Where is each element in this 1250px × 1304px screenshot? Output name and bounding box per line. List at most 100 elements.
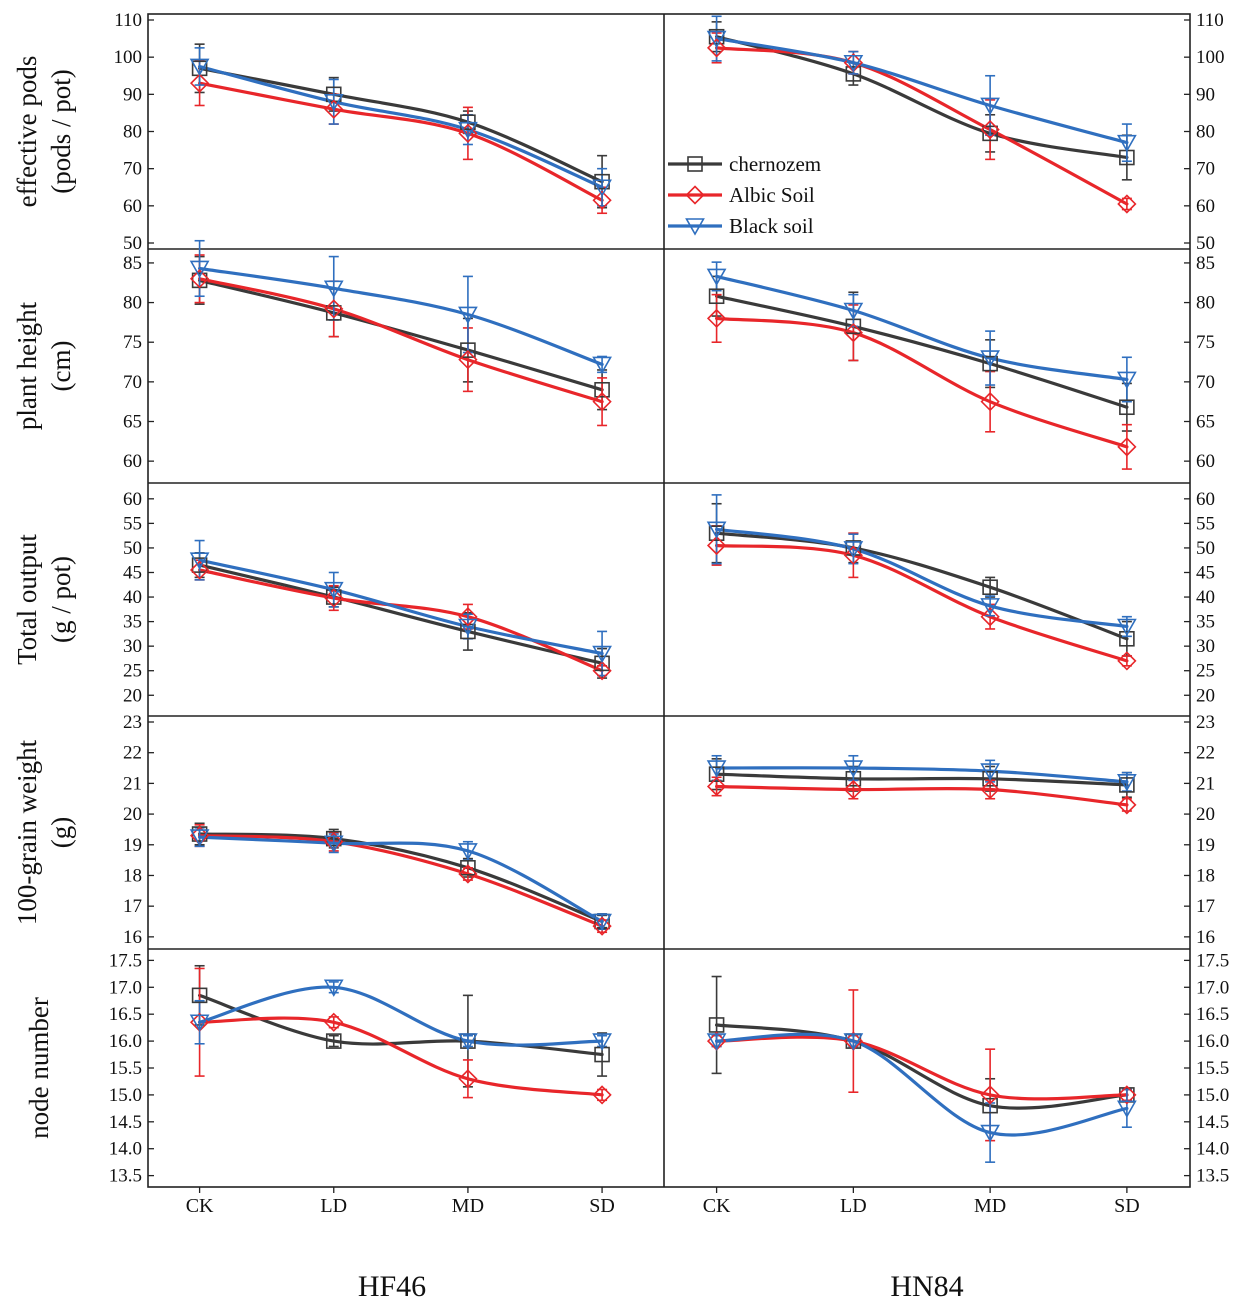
data-point-black-soil: [323, 280, 344, 298]
y-tick-label-left: 17.5: [109, 950, 142, 971]
series-line-albic-soil: [198, 568, 604, 673]
y-tick-label-left: 50: [123, 538, 142, 559]
y-tick-label-left: 13.5: [109, 1166, 142, 1187]
data-point-albic-soil: [843, 779, 863, 800]
data-point-black-soil: [1117, 134, 1137, 153]
y-tick-label-right: 60: [1196, 196, 1215, 217]
y-tick-label-right: 16: [1196, 927, 1215, 948]
row-y-label: (pods / pot): [46, 69, 76, 194]
series-line-chernozem: [715, 772, 1129, 787]
series-line-black-soil: [715, 1032, 1129, 1137]
y-tick-label-left: 60: [123, 489, 142, 510]
data-point-chernozem: [1119, 399, 1135, 416]
x-category-label: CK: [186, 1195, 214, 1217]
y-tick-label-left: 16: [123, 927, 142, 948]
data-point-albic-soil: [980, 779, 1000, 800]
row-y-label: node number: [24, 997, 54, 1139]
y-tick-label-left: 110: [114, 10, 142, 31]
series-line-albic-soil: [198, 81, 604, 202]
y-tick-label-right: 17: [1196, 896, 1215, 917]
data-point-black-soil: [843, 302, 864, 321]
y-tick-label-left: 85: [123, 253, 142, 274]
y-tick-label-left: 60: [123, 451, 142, 472]
y-tick-label-left: 40: [123, 587, 142, 608]
data-point-chernozem: [982, 125, 998, 142]
y-tick-label-right: 70: [1196, 372, 1215, 393]
series-line-albic-soil: [198, 1016, 604, 1097]
data-point-chernozem: [845, 540, 862, 556]
data-point-black-soil: [323, 93, 344, 112]
data-point-albic-soil: [324, 588, 344, 608]
data-point-black-soil: [980, 598, 1000, 616]
data-point-chernozem: [460, 859, 476, 876]
series-line-black-soil: [715, 37, 1129, 145]
legend: chernozem Albic Soil Black soil: [668, 152, 821, 238]
series-line-black-soil: [198, 266, 604, 366]
row-y-label: (cm): [46, 341, 76, 392]
data-point-chernozem: [845, 770, 862, 787]
y-tick-label-right: 45: [1196, 562, 1215, 583]
series-line-albic-soil: [715, 46, 1129, 206]
series-line-black-soil: [198, 835, 604, 924]
series-line-albic-soil: [715, 543, 1129, 663]
series-line-chernozem: [198, 278, 604, 392]
data-point-albic-soil: [843, 323, 863, 343]
panels-layer: [147, 13, 1191, 1188]
y-tick-label-right: 15.5: [1196, 1058, 1229, 1079]
y-tick-label-right: 21: [1196, 773, 1215, 794]
y-tick-label-left: 17: [123, 896, 142, 917]
data-point-black-soil: [843, 54, 864, 73]
row-y-label: (g / pot): [46, 556, 76, 643]
y-tick-label-right: 17.0: [1196, 977, 1229, 998]
y-tick-label-left: 23: [123, 712, 142, 733]
y-tick-label-right: 13.5: [1196, 1166, 1229, 1187]
data-point-chernozem: [460, 342, 476, 358]
y-tick-label-left: 14.0: [109, 1139, 142, 1160]
legend-label: Albic Soil: [729, 183, 815, 207]
data-point-black-soil: [980, 763, 1000, 781]
data-point-albic-soil: [706, 38, 727, 58]
data-point-albic-soil: [706, 776, 727, 797]
series-line-chernozem: [715, 1023, 1129, 1110]
data-point-albic-soil: [189, 560, 210, 580]
row-y-label: 100-grain weight: [12, 739, 42, 925]
data-point-chernozem: [982, 579, 998, 596]
data-point-chernozem: [191, 557, 208, 573]
series-line-albic-soil: [198, 277, 604, 404]
legend-marker: [685, 185, 705, 205]
y-tick-label-right: 100: [1196, 47, 1225, 68]
series-line-black-soil: [198, 558, 604, 656]
data-point-black-soil: [706, 760, 727, 778]
y-tick-label-right: 60: [1196, 489, 1215, 510]
data-point-albic-soil: [1117, 651, 1137, 671]
y-tick-label-left: 30: [123, 636, 142, 657]
y-tick-label-right: 16.5: [1196, 1004, 1229, 1025]
y-tick-label-left: 22: [123, 743, 142, 764]
series-line-chernozem: [715, 294, 1129, 409]
y-tick-label-right: 20: [1196, 685, 1215, 706]
y-tick-label-left: 14.5: [109, 1112, 142, 1133]
y-tick-label-right: 19: [1196, 835, 1215, 856]
y-tick-label-left: 70: [123, 372, 142, 393]
data-point-albic-soil: [592, 1085, 612, 1105]
data-point-albic-soil: [706, 308, 727, 329]
y-tick-label-right: 18: [1196, 865, 1215, 886]
series-line-chernozem: [715, 531, 1129, 641]
legend-marker: [685, 218, 705, 236]
data-point-black-soil: [458, 306, 478, 325]
x-category-label: CK: [703, 1195, 731, 1217]
y-tick-label-right: 35: [1196, 612, 1215, 633]
data-point-black-soil: [1117, 618, 1137, 637]
axes-layer: 50 50 60 60 70 70 80 80 90 90 100 100 110 110 60 60 65 65…: [109, 10, 1230, 1217]
x-category-label: LD: [320, 1195, 347, 1217]
y-tick-label-left: 19: [123, 835, 142, 856]
data-point-black-soil: [592, 1033, 612, 1051]
data-point-chernozem: [1119, 777, 1135, 793]
data-point-black-soil: [843, 541, 864, 559]
data-point-chernozem: [325, 1033, 342, 1049]
y-tick-label-left: 100: [114, 47, 143, 68]
y-tick-label-right: 14.0: [1196, 1139, 1229, 1160]
data-point-black-soil: [323, 581, 344, 600]
y-tick-label-right: 70: [1196, 159, 1215, 180]
data-point-albic-soil: [458, 864, 478, 884]
